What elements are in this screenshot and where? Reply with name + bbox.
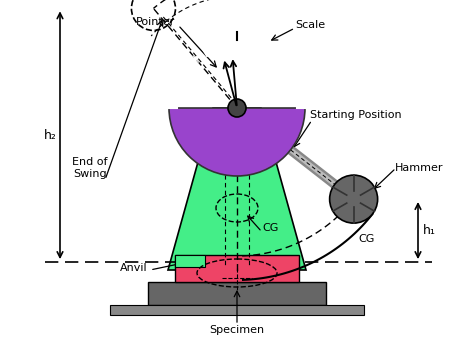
Text: Anvil: Anvil <box>120 263 148 273</box>
Polygon shape <box>175 255 205 267</box>
Text: h₁: h₁ <box>423 224 436 237</box>
Circle shape <box>329 175 378 223</box>
Text: CG: CG <box>262 223 278 233</box>
Text: End of
Swing: End of Swing <box>72 157 108 179</box>
Text: Pointer: Pointer <box>136 17 175 27</box>
Polygon shape <box>168 108 306 270</box>
Polygon shape <box>148 282 326 305</box>
Text: Hammer: Hammer <box>395 163 444 173</box>
Text: CG: CG <box>359 234 375 244</box>
Text: Scale: Scale <box>295 20 325 30</box>
Wedge shape <box>169 108 305 176</box>
Polygon shape <box>110 305 364 315</box>
Polygon shape <box>175 255 299 282</box>
Text: Specimen: Specimen <box>210 325 264 335</box>
Circle shape <box>228 99 246 117</box>
Text: h₂: h₂ <box>44 129 57 142</box>
Text: Starting Position: Starting Position <box>310 110 401 120</box>
